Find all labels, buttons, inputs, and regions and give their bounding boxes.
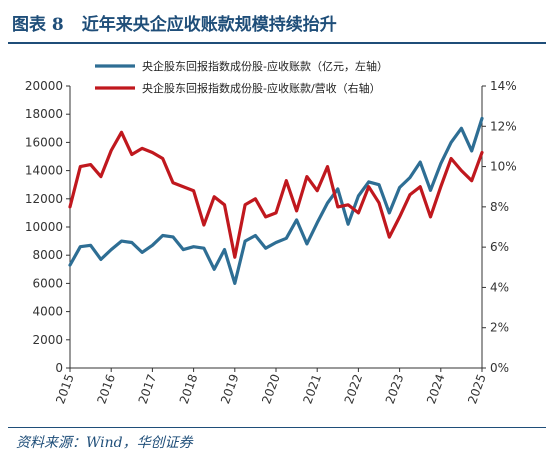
left-tick-label: 20000: [25, 79, 63, 93]
left-tick-label: 8000: [32, 248, 63, 262]
x-tick-label: 2021: [300, 372, 324, 405]
x-tick-label: 2018: [177, 372, 201, 405]
left-tick-label: 0: [55, 361, 63, 375]
source-note: 资料来源：Wind，华创证券: [16, 435, 193, 451]
right-tick-label: 6%: [490, 240, 509, 254]
right-tick-label: 14%: [490, 79, 517, 93]
x-tick-label: 2016: [94, 372, 118, 405]
legend-label-2: 央企股东回报指数成份股-应收账款/营收（右轴）: [142, 81, 381, 95]
right-tick-label: 8%: [490, 200, 509, 214]
x-tick-label: 2022: [342, 372, 366, 405]
x-tick-label: 2024: [424, 372, 448, 405]
left-tick-label: 14000: [25, 164, 63, 178]
x-tick-label: 2017: [136, 372, 160, 405]
left-tick-label: 2000: [32, 333, 63, 347]
right-tick-label: 0%: [490, 361, 509, 375]
left-tick-label: 12000: [25, 192, 63, 206]
figure-label: 图表 8: [12, 15, 64, 35]
series-line-2: [68, 130, 484, 259]
x-tick-label: 2025: [465, 372, 489, 405]
figure-title-block: 图表 8 近年来央企应收账款规模持续抬升: [12, 10, 337, 35]
right-tick-label: 12%: [490, 119, 517, 133]
x-tick-label: 2019: [218, 372, 242, 405]
title-rule: [8, 42, 546, 44]
x-tick-label: 2020: [259, 372, 283, 405]
bottom-rule: [8, 427, 546, 428]
line-chart: 0 2000 4000 6000 8000 10000 12000 14000 16000 180…: [25, 59, 517, 406]
right-tick-label: 10%: [490, 160, 517, 174]
left-tick-label: 6000: [32, 276, 63, 290]
figure-title: 近年来央企应收账款规模持续抬升: [81, 15, 337, 35]
figure-header: 图表 8 近年来央企应收账款规模持续抬升: [0, 0, 550, 46]
left-tick-label: 10000: [25, 220, 63, 234]
left-tick-label: 18000: [25, 107, 63, 121]
x-tick-label: 2015: [53, 372, 77, 405]
x-tick-label: 2023: [383, 372, 407, 405]
legend-label-1: 央企股东回报指数成份股-应收账款（亿元，左轴）: [142, 59, 388, 73]
right-tick-label: 4%: [490, 280, 509, 294]
right-tick-label: 2%: [490, 321, 509, 335]
series-line-1: [68, 116, 484, 285]
left-tick-label: 16000: [25, 135, 63, 149]
left-tick-label: 4000: [32, 305, 63, 319]
